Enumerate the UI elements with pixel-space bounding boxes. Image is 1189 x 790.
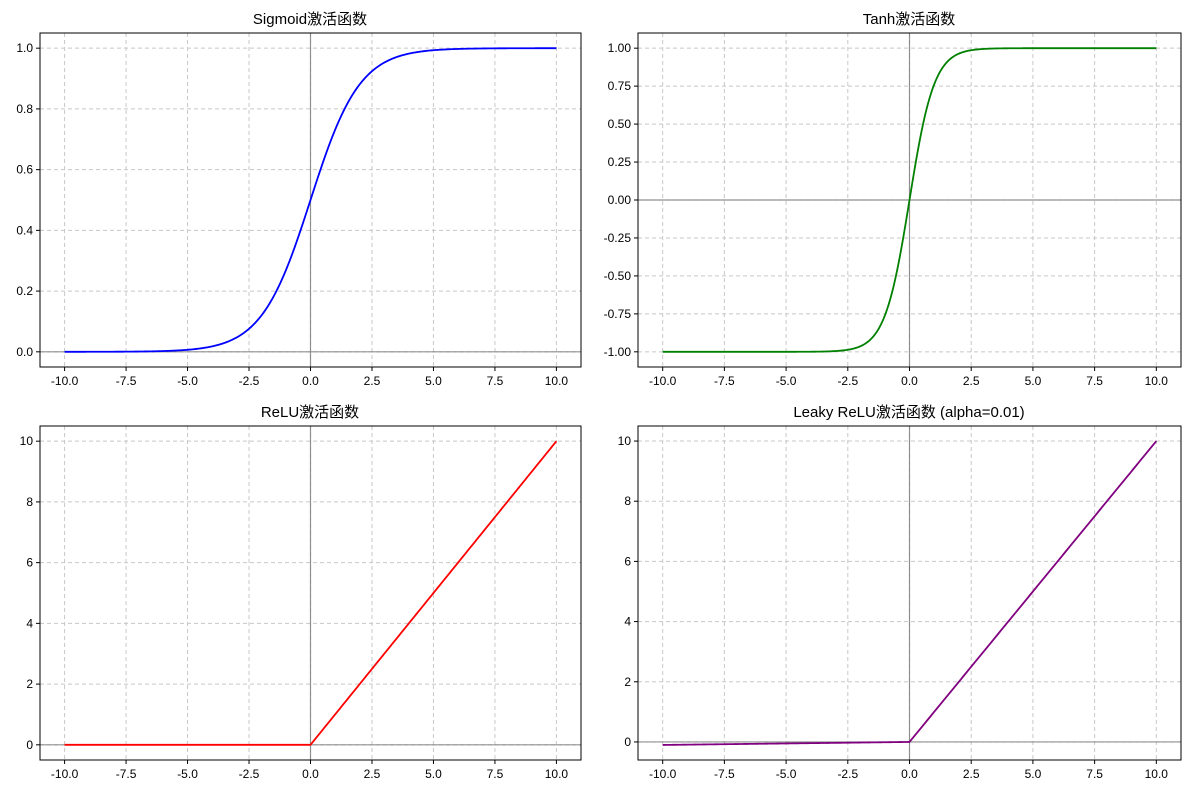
x-tick-label: 7.5: [487, 767, 504, 781]
y-tick-label: -1.00: [604, 345, 632, 359]
subplot-tanh: Tanh激活函数 -10.0 -7.5 -5.0 -2.5 0.0 2.5 5.0 7.5 10…: [604, 11, 1182, 388]
y-tick-label: 8: [26, 495, 33, 509]
y-tick-label: 0.75: [608, 79, 632, 93]
x-tick-label: -5.0: [177, 374, 198, 388]
x-tick-label: -7.5: [116, 767, 137, 781]
x-tick-label: 2.5: [364, 767, 381, 781]
y-tick-label: 2: [26, 677, 33, 691]
x-tick-label: -2.5: [837, 767, 858, 781]
y-tick-label: 0.25: [608, 155, 632, 169]
y-tick-label: -0.50: [604, 269, 632, 283]
y-tick-label: 10: [20, 434, 34, 448]
x-tick-label: 2.5: [963, 767, 980, 781]
x-tick-label: 0.0: [302, 767, 319, 781]
x-tick-label: -2.5: [837, 374, 858, 388]
plot-area: -10.0 -7.5 -5.0 -2.5 0.0 2.5 5.0 7.5 10.0 0 2 4 6 8 10: [20, 425, 582, 781]
subplot-title: Leaky ReLU激活函数 (alpha=0.01): [793, 404, 1024, 421]
y-tick-label: 0.50: [608, 117, 632, 131]
x-tick-label: -10.0: [649, 767, 677, 781]
y-tick-label: 4: [26, 616, 33, 630]
x-tick-label: -7.5: [714, 374, 735, 388]
subplot-title: ReLU激活函数: [261, 404, 359, 421]
x-tick-label: -5.0: [776, 374, 797, 388]
subplot-sigmoid: Sigmoid激活函数 -10.0 -7.5 -5.0 -2.5 0.0 2.5 5.0 7.…: [16, 11, 582, 388]
x-tick-label: 0.0: [901, 767, 918, 781]
plot-area: -10.0 -7.5 -5.0 -2.5 0.0 2.5 5.0 7.5 10.0 -1.00 -0…: [604, 32, 1182, 388]
subplot-leaky-relu: Leaky ReLU激活函数 (alpha=0.01) -10.0 -7.5 -5.…: [618, 404, 1182, 781]
y-tick-label: 0.4: [16, 223, 33, 237]
plot-area: -10.0 -7.5 -5.0 -2.5 0.0 2.5 5.0 7.5 10.0 0 2 4 6 8 10: [618, 425, 1182, 781]
y-tick-label: 8: [624, 494, 631, 508]
x-tick-label: 2.5: [963, 374, 980, 388]
x-tick-label: -2.5: [239, 767, 260, 781]
y-tick-label: -0.25: [604, 231, 632, 245]
y-tick-label: 2: [624, 675, 631, 689]
x-tick-label: -10.0: [51, 374, 79, 388]
x-tick-label: 10.0: [1145, 374, 1169, 388]
y-tick-label: 6: [624, 554, 631, 568]
x-tick-label: 5.0: [1025, 374, 1042, 388]
subplot-relu: ReLU激活函数 -10.0 -7.5 -5.0 -2.5 0.0 2.5 5.0 7.5 10…: [20, 404, 582, 781]
y-tick-label: 0: [624, 735, 631, 749]
x-tick-label: 7.5: [1086, 374, 1103, 388]
x-tick-label: -5.0: [776, 767, 797, 781]
subplot-title: Tanh激活函数: [863, 11, 956, 28]
x-tick-label: 10.0: [545, 767, 569, 781]
x-tick-label: 7.5: [487, 374, 504, 388]
subplot-title: Sigmoid激活函数: [253, 11, 367, 28]
x-tick-label: -5.0: [177, 767, 198, 781]
y-tick-label: 6: [26, 556, 33, 570]
series-line-relu: [64, 440, 558, 746]
y-tick-label: 1.0: [16, 41, 33, 55]
x-tick-label: -7.5: [714, 767, 735, 781]
series-line-sigmoid: [64, 47, 557, 353]
x-tick-label: -2.5: [239, 374, 260, 388]
plot-area: -10.0 -7.5 -5.0 -2.5 0.0 2.5 5.0 7.5 10.0 0.0 0.2 0…: [16, 32, 582, 388]
y-tick-label: 0.2: [16, 284, 33, 298]
x-tick-label: 2.5: [364, 374, 381, 388]
y-tick-label: 0.00: [608, 193, 632, 207]
y-tick-label: 0.6: [16, 163, 33, 177]
x-tick-label: 0.0: [901, 374, 918, 388]
y-tick-label: -0.75: [604, 307, 632, 321]
x-tick-label: 5.0: [425, 767, 442, 781]
x-tick-label: -10.0: [51, 767, 79, 781]
x-tick-label: 7.5: [1086, 767, 1103, 781]
series-line-tanh: [662, 47, 1157, 353]
y-tick-label: 0.8: [16, 102, 33, 116]
x-tick-label: 5.0: [425, 374, 442, 388]
x-tick-label: 10.0: [1145, 767, 1169, 781]
y-tick-label: 1.00: [608, 41, 632, 55]
y-tick-label: 0: [26, 738, 33, 752]
y-tick-label: 0.0: [16, 345, 33, 359]
x-tick-label: 0.0: [302, 374, 319, 388]
y-tick-label: 10: [618, 434, 632, 448]
y-tick-label: 4: [624, 615, 631, 629]
series-line-leaky_relu: [662, 440, 1158, 746]
x-tick-label: -10.0: [649, 374, 677, 388]
x-tick-label: -7.5: [116, 374, 137, 388]
x-tick-label: 5.0: [1025, 767, 1042, 781]
x-tick-label: 10.0: [545, 374, 569, 388]
